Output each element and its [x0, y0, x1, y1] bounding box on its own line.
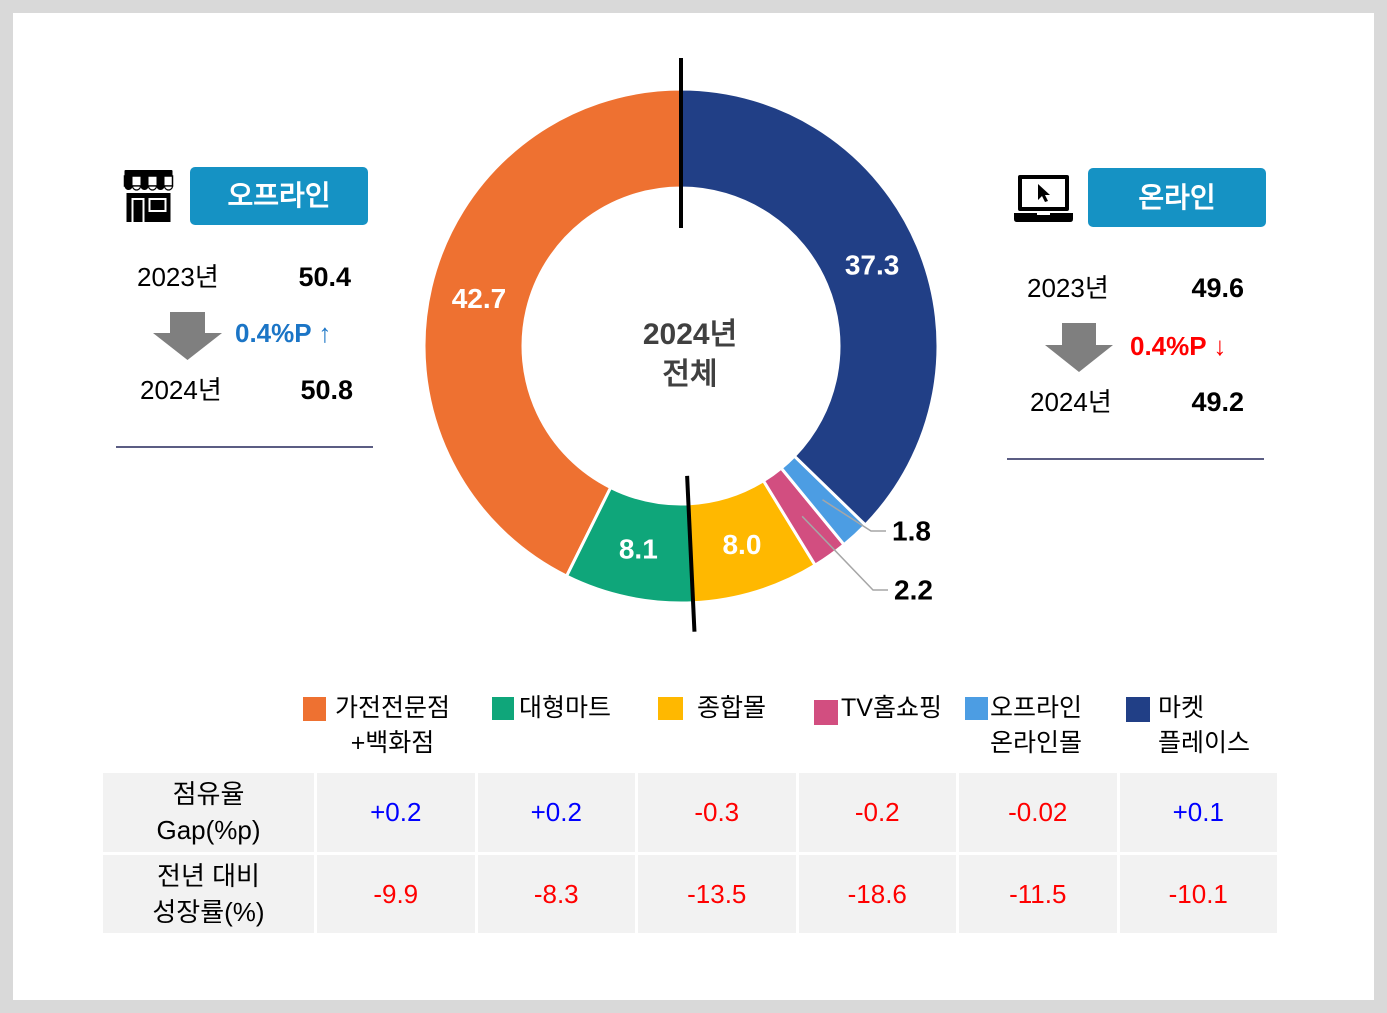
table-cell: -0.02: [959, 773, 1117, 852]
legend-label-appliance-department-store: 가전전문점 +백화점: [335, 694, 451, 757]
table-cell: -0.2: [798, 773, 956, 852]
legend-label-hypermarket: 대형마트: [519, 694, 612, 722]
legend-swatch: [658, 697, 683, 720]
comparison-table: 점유율 Gap(%p) +0.2 +0.2 -0.3 -0.2 -0.02 +0…: [103, 773, 1277, 933]
table-cell: -9.9: [317, 854, 475, 933]
online-badge: 온라인: [1088, 168, 1266, 227]
legend-swatch: [965, 697, 988, 720]
down-arrow-icon: [153, 312, 222, 360]
legend-swatch: [303, 697, 326, 721]
row-header-yoy-growth: 전년 대비 성장률(%): [103, 854, 314, 933]
offline-badge: 오프라인: [190, 167, 368, 225]
table-cell: -10.1: [1119, 854, 1277, 933]
offline-year-2024-label: 2024년: [140, 375, 222, 405]
leader-line: [822, 499, 886, 532]
donut-chart: 42.7 8.1 8.0 2.2 1.8 37.3: [422, 58, 940, 632]
online-divider: [1007, 458, 1264, 460]
donut-center-total: 전체: [662, 358, 718, 391]
slice-value-label: 8.1: [619, 534, 658, 565]
legend-swatch: [1126, 697, 1150, 722]
table-cell: +0.2: [317, 773, 475, 852]
legend-label-offline-online-mall: 오프라인 온라인몰: [990, 694, 1083, 757]
offline-year-2023-label: 2023년: [137, 262, 219, 292]
offline-year-2023-value: 50.4: [298, 262, 351, 292]
offline-year-2024-value: 50.8: [300, 375, 353, 405]
laptop-icon: [1014, 175, 1073, 222]
group-divider-bottom: [685, 475, 697, 632]
legend-label-tv-home-shopping: TV홈쇼핑: [841, 694, 942, 722]
online-year-2024-label: 2024년: [1030, 387, 1112, 417]
offline-change-label: 0.4%P ↑: [235, 318, 332, 348]
legend-label-marketplace: 마켓 플레이스: [1158, 694, 1251, 757]
legend-swatch: [492, 697, 514, 720]
slice-tv-home-shopping: [761, 466, 846, 567]
slice-value-label: 8.0: [722, 529, 761, 560]
storefront-icon: [123, 170, 174, 222]
table-cell: -11.5: [959, 854, 1117, 933]
slice-value-label: 42.7: [452, 283, 507, 314]
offline-divider: [116, 446, 373, 448]
slice-value-label: 37.3: [845, 250, 900, 281]
slice-marketplace: [679, 87, 940, 527]
down-arrow-icon: [1045, 323, 1113, 372]
online-year-2023-label: 2023년: [1027, 273, 1109, 303]
online-year-2024-value: 49.2: [1191, 387, 1244, 417]
slice-value-label: 2.2: [894, 575, 933, 606]
table-cell: -18.6: [798, 854, 956, 933]
leader-line: [801, 515, 888, 591]
table-cell: +0.2: [477, 773, 635, 852]
table-cell: -8.3: [477, 854, 635, 933]
slice-appliance-department-store: [422, 87, 683, 578]
slice-value-label: 1.8: [892, 516, 931, 547]
legend-swatch: [814, 700, 838, 725]
online-change-label: 0.4%P ↓: [1130, 331, 1227, 361]
row-header-share-gap: 점유율 Gap(%p): [103, 773, 314, 852]
table-cell: -0.3: [638, 773, 796, 852]
table-cell: +0.1: [1119, 773, 1277, 852]
slice-hypermarket: [565, 485, 695, 605]
online-year-2023-value: 49.6: [1191, 273, 1244, 303]
legend-label-general-mall: 종합몰: [697, 694, 767, 722]
donut-center-year: 2024년: [642, 318, 738, 351]
table-cell: -13.5: [638, 854, 796, 933]
